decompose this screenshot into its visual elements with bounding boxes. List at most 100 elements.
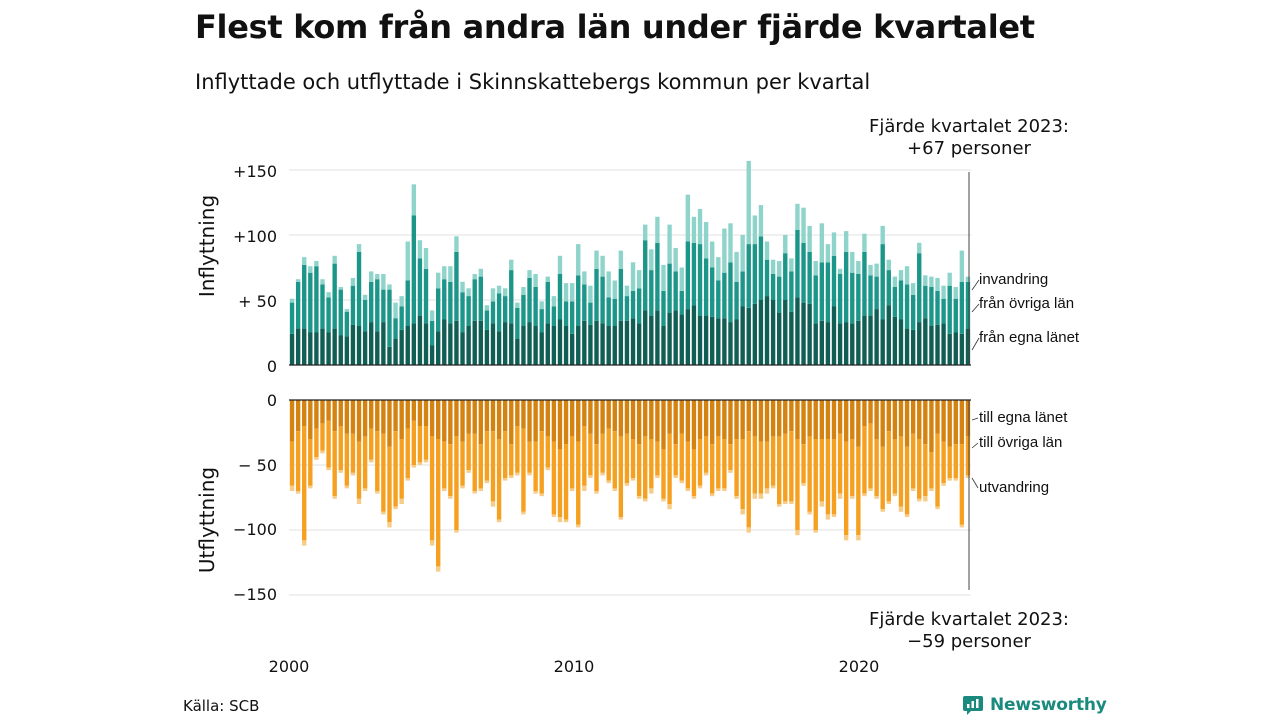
bar (673, 400, 678, 445)
bar (752, 493, 758, 499)
bar (764, 259, 770, 297)
bar (752, 215, 758, 245)
bar (728, 322, 733, 365)
bar (308, 400, 313, 439)
bar (466, 296, 471, 326)
bar (856, 320, 861, 365)
bar (807, 511, 812, 515)
bar (527, 277, 532, 323)
axes (289, 172, 971, 590)
bar (923, 318, 928, 365)
bar (783, 235, 788, 254)
bar (868, 400, 873, 424)
bar (880, 244, 885, 320)
bar (417, 462, 423, 465)
bar (472, 279, 477, 321)
bar (393, 506, 398, 510)
bar (423, 400, 429, 426)
bar (490, 501, 496, 507)
bar (904, 266, 910, 285)
bar (862, 426, 867, 494)
bar (703, 258, 709, 316)
bar (454, 320, 459, 365)
bar (880, 400, 885, 447)
bar (381, 433, 386, 512)
bar (460, 400, 465, 442)
bar (399, 329, 404, 365)
bar (289, 302, 295, 334)
bar (594, 491, 599, 494)
bar (630, 478, 636, 481)
bar (856, 274, 861, 321)
bar (393, 431, 398, 507)
bar (350, 433, 356, 473)
bar (381, 289, 386, 323)
bar (764, 241, 770, 260)
bar (423, 459, 429, 463)
bar (302, 540, 307, 546)
bar (618, 436, 624, 517)
bar (862, 493, 867, 497)
bar (770, 485, 776, 489)
bar (308, 266, 313, 273)
bar (630, 400, 636, 439)
bar (807, 303, 812, 365)
bar (521, 428, 526, 512)
bar (515, 426, 520, 473)
bar (649, 439, 654, 489)
bar (496, 293, 502, 332)
bar (594, 444, 599, 491)
bar (965, 436, 971, 476)
bar (563, 283, 569, 302)
bar (545, 276, 550, 282)
bar (606, 480, 611, 484)
bar (716, 400, 721, 437)
bar (606, 297, 611, 326)
bar (521, 400, 526, 429)
bar (569, 283, 575, 302)
bar (801, 242, 806, 303)
bar (594, 400, 599, 445)
bar (582, 271, 587, 285)
bar (612, 488, 617, 491)
bar (295, 279, 301, 282)
bar (661, 326, 666, 365)
bar (837, 323, 843, 365)
bar (429, 345, 435, 365)
bar (436, 439, 441, 567)
bar (588, 475, 593, 478)
bar (356, 251, 362, 326)
bar (405, 428, 410, 478)
bar (594, 320, 599, 365)
bar (387, 522, 392, 528)
bar (478, 320, 483, 365)
bar (722, 488, 727, 491)
bar (935, 400, 940, 434)
bar (831, 306, 837, 365)
series-label-utvandring: utvandring (979, 479, 1049, 496)
bar (344, 400, 350, 434)
bar (369, 271, 374, 282)
bar (703, 436, 709, 473)
bar (362, 300, 368, 332)
bar (801, 207, 806, 243)
bar (734, 251, 739, 282)
bar (886, 305, 891, 365)
bar (295, 328, 301, 365)
bar (710, 493, 715, 497)
bar (947, 272, 952, 286)
bar (764, 296, 770, 365)
bar (539, 431, 544, 494)
bar (387, 284, 392, 290)
bar (344, 336, 350, 365)
series-label-invandring: invandring (979, 271, 1048, 288)
bar (923, 444, 928, 497)
bar (801, 400, 806, 445)
bar (825, 439, 831, 515)
bar (557, 319, 563, 365)
bar (533, 326, 538, 365)
bar (442, 400, 447, 442)
chart-subtitle: Inflyttade och utflyttade i Skinnskatteb… (195, 70, 871, 94)
bar (484, 305, 490, 311)
